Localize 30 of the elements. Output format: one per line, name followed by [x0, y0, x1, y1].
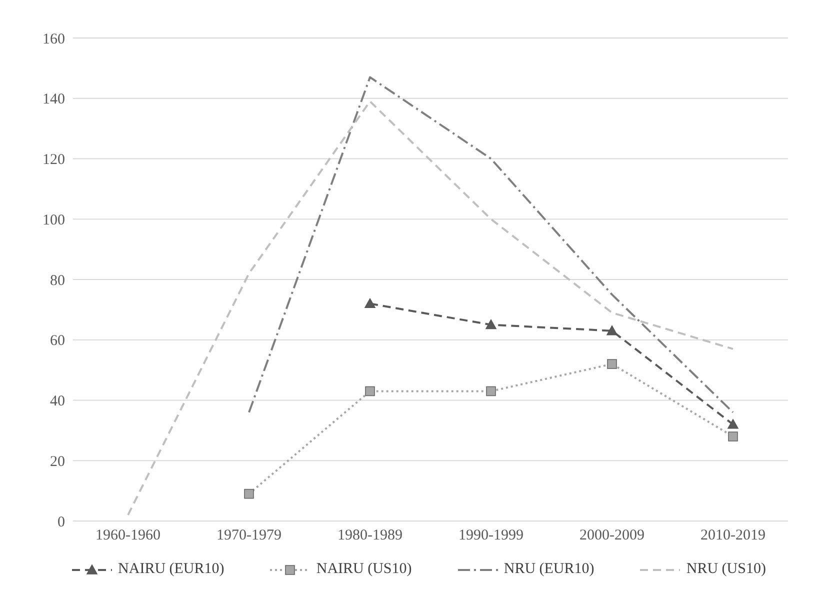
x-tick-label: 1980-1989 [338, 528, 402, 544]
legend-label: NAIRU (US10) [316, 561, 412, 578]
x-tick-label: 1960-1960 [96, 528, 160, 544]
point [728, 419, 738, 429]
y-tick-label: 40 [50, 394, 65, 410]
y-tick-label: 20 [50, 454, 65, 470]
legend-label: NRU (EUR10) [504, 561, 594, 578]
y-tick-label: 80 [50, 272, 65, 289]
point [244, 488, 254, 499]
line-series [127, 100, 734, 516]
x-tick-label: 1990-1999 [458, 528, 524, 544]
x-tick-label: 2010-2019 [700, 528, 766, 544]
y-tick-label: 0 [58, 514, 65, 530]
point [364, 298, 376, 308]
y-tick-label: 120 [42, 152, 65, 168]
point [486, 386, 496, 396]
y-tick-label: 60 [50, 333, 65, 350]
legend-label: NRU (US10) [686, 561, 766, 578]
x-tick-label: 1970-1979 [216, 528, 282, 544]
line-series [248, 76, 734, 414]
y-tick-label: 100 [42, 212, 65, 228]
point [365, 386, 375, 396]
point [728, 432, 738, 442]
legend-label: NAIRU (EUR10) [118, 561, 224, 578]
x-tick-label: 2000-2009 [580, 528, 644, 544]
y-tick-label: 140 [42, 92, 65, 108]
point [486, 319, 496, 330]
point [607, 359, 617, 369]
y-tick-label: 160 [42, 31, 65, 48]
point [606, 325, 618, 336]
